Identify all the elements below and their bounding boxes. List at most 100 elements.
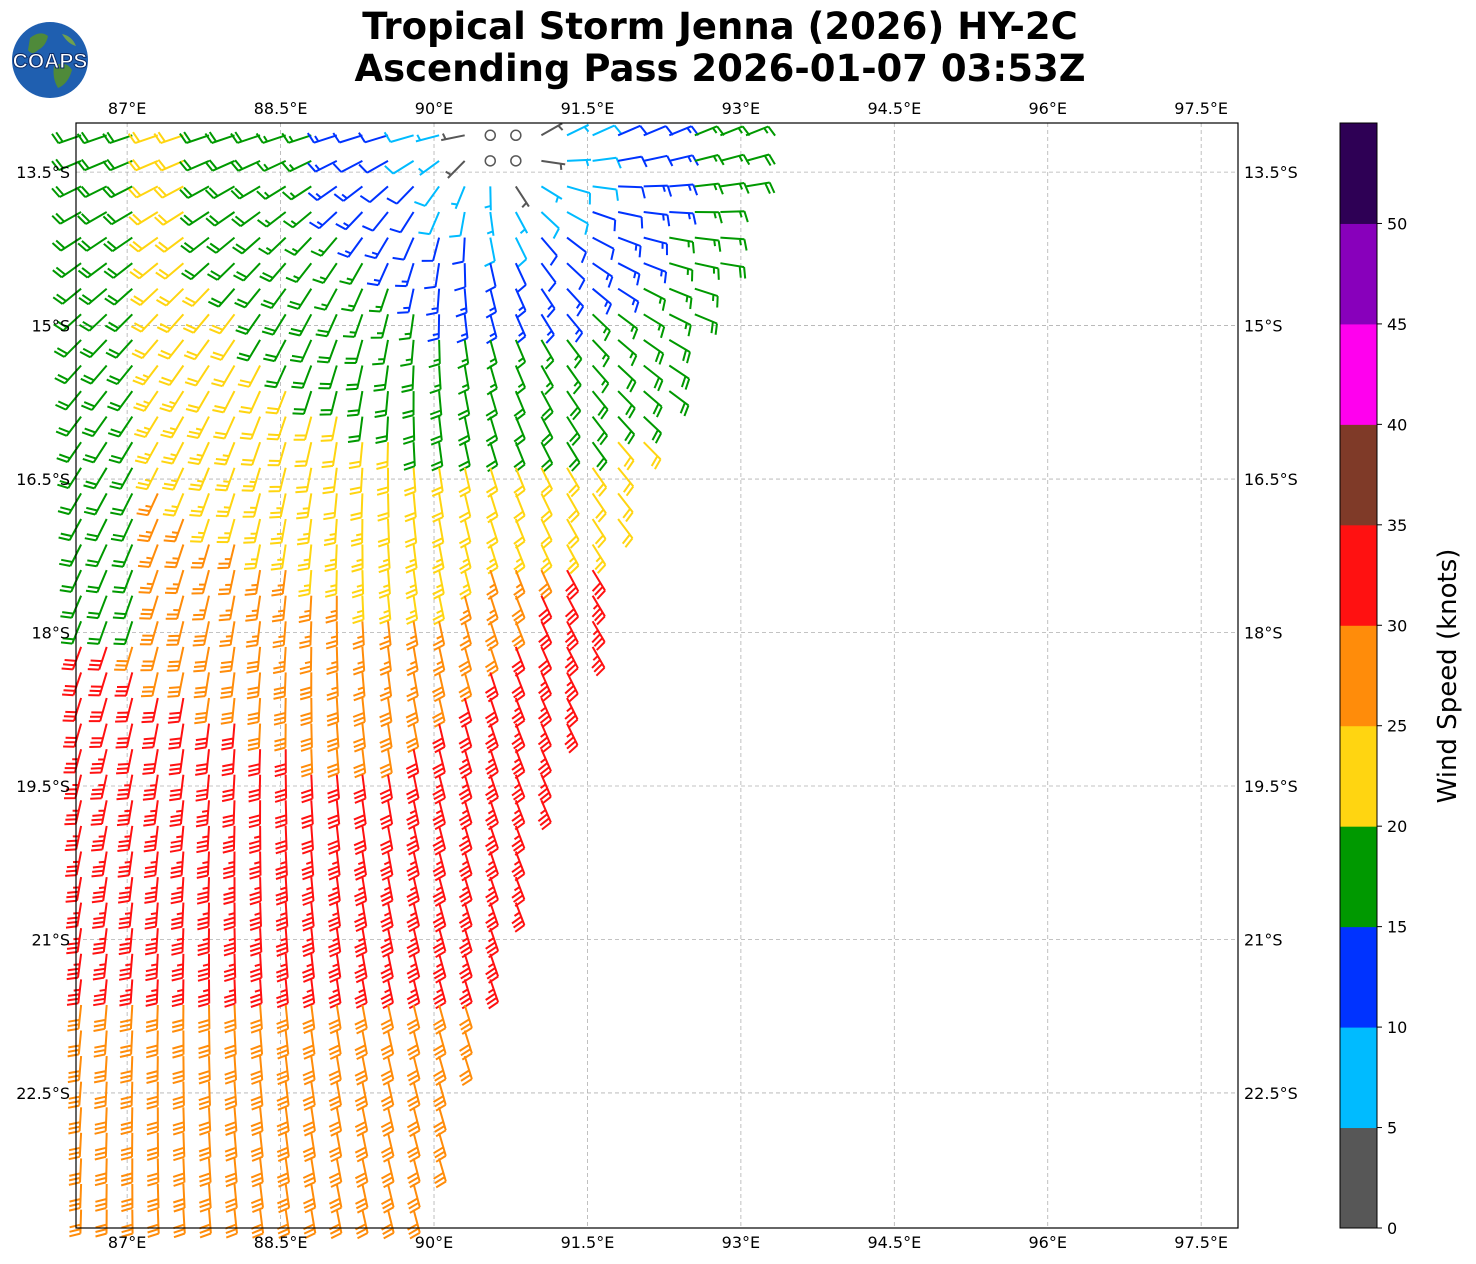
wind-barb: [172, 1132, 186, 1162]
wind-barb: [406, 1004, 421, 1035]
wind-barb: [372, 339, 389, 366]
wind-barb: [457, 365, 470, 395]
wind-barb: [350, 518, 364, 547]
wind-barb: [384, 160, 415, 175]
wind-barb: [341, 288, 364, 312]
wind-barb: [222, 851, 236, 880]
wind-barb: [167, 672, 185, 698]
wind-barb: [55, 416, 82, 437]
wind-barb: [275, 953, 289, 983]
wind-barb: [617, 124, 649, 137]
wind-barb: [58, 518, 82, 542]
wind-barb: [352, 697, 366, 727]
wind-barb: [485, 825, 499, 856]
wind-barb: [380, 1107, 395, 1137]
wind-barb: [91, 851, 108, 878]
wind-barb: [114, 672, 134, 697]
wind-barb: [591, 620, 606, 651]
wind-barb: [354, 1132, 369, 1163]
wind-barb: [643, 364, 664, 392]
wind-barb: [458, 953, 473, 984]
wind-barb: [102, 185, 133, 199]
wind-barb: [250, 1107, 264, 1137]
wind-barb: [145, 979, 159, 1007]
calm-circle: [510, 155, 522, 167]
wind-barb: [210, 339, 236, 361]
wind-barb: [245, 595, 262, 622]
wind-barb: [303, 1209, 317, 1240]
wind-barb: [118, 928, 134, 956]
wind-barb: [250, 1004, 263, 1034]
wind-barb: [354, 902, 368, 933]
wind-barb: [643, 390, 663, 418]
lon-tick-label-bottom: 88.5°E: [254, 1233, 308, 1252]
wind-barb: [485, 799, 499, 831]
wind-barb: [406, 1081, 421, 1112]
wind-barb: [195, 800, 210, 828]
colorbar-frame: [1339, 122, 1378, 1229]
wind-barb: [407, 1209, 421, 1240]
wind-barb: [352, 646, 366, 676]
wind-barb: [432, 953, 447, 984]
wind-barb: [668, 339, 691, 364]
wind-barb: [591, 492, 607, 523]
wind-barb: [566, 441, 581, 472]
wind-barb: [224, 1030, 237, 1060]
wind-barb: [353, 851, 367, 881]
wind-barb: [591, 287, 613, 315]
wind-barb: [308, 211, 338, 230]
wind-barb: [118, 953, 134, 981]
wind-barb: [540, 492, 553, 524]
wind-barb: [195, 774, 210, 802]
wind-barb: [486, 544, 499, 575]
wind-barb: [669, 262, 694, 282]
calm-circle: [484, 129, 497, 142]
wind-barb: [381, 1183, 395, 1214]
wind-barb: [381, 1209, 395, 1240]
wind-barb: [224, 1183, 238, 1213]
lon-tick-label-bottom: 94.5°E: [867, 1233, 921, 1252]
wind-barb: [230, 185, 261, 200]
map-tick-labels: 87°E 87°E 88.5°E 88.5°E 90°E 90°E 91.5°E 91.5°E…: [16, 99, 1298, 1252]
wind-barb: [328, 1004, 342, 1035]
wind-barb: [407, 1183, 421, 1214]
wind-barb: [64, 800, 83, 826]
logo-text: COAPS: [13, 50, 88, 73]
wind-barb: [81, 390, 108, 411]
wind-barb: [147, 1209, 160, 1238]
wind-barb: [355, 1183, 369, 1214]
wind-barb: [351, 544, 364, 573]
wind-barb: [85, 544, 108, 568]
wind-barb: [230, 131, 261, 144]
wind-barb: [354, 979, 368, 1009]
wind-barb: [118, 902, 134, 930]
wind-barb: [265, 390, 287, 415]
wind-barb: [457, 390, 471, 421]
wind-barb: [591, 364, 610, 394]
wind-barb: [402, 416, 416, 445]
wind-barb: [540, 236, 558, 266]
wind-barb: [146, 1081, 159, 1110]
wind-barb: [400, 339, 415, 367]
wind-barb: [591, 339, 610, 368]
wind-barb: [566, 211, 589, 235]
wind-barb: [617, 518, 634, 548]
wind-barb: [57, 467, 82, 490]
wind-barb: [137, 518, 159, 543]
wind-barb: [155, 287, 185, 307]
wind-barb: [511, 825, 526, 856]
wind-barb: [591, 595, 606, 626]
wind-barb: [538, 646, 553, 677]
wind-barb: [513, 467, 526, 498]
wind-barb: [668, 125, 700, 137]
wind-barb: [207, 288, 236, 308]
wind-barb: [186, 416, 210, 439]
wind-barb: [514, 237, 528, 268]
wind-barb: [617, 236, 642, 258]
wind-barb: [317, 339, 338, 364]
wind-barb: [406, 979, 421, 1010]
wind-barb: [220, 697, 236, 725]
wind-barb: [110, 492, 134, 516]
wind-barb: [353, 749, 367, 779]
wind-barb: [224, 1107, 238, 1136]
